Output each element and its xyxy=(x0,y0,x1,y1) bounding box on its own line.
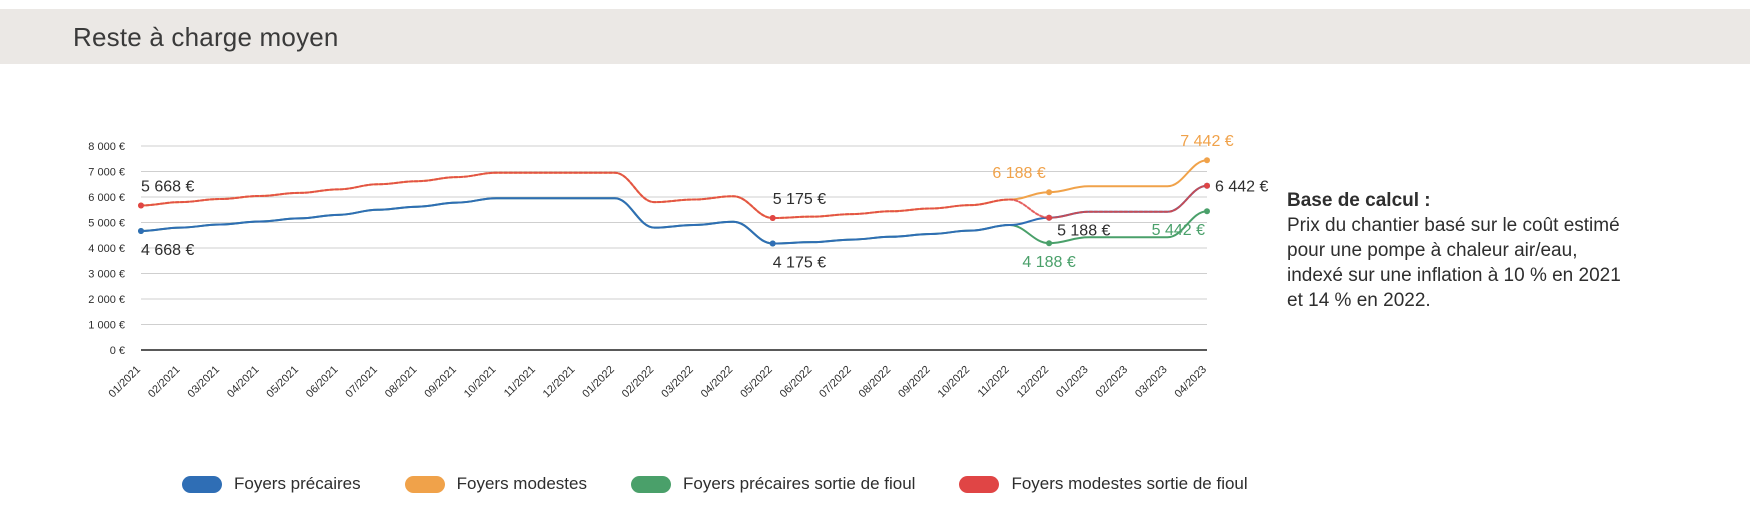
y-tick-label: 0 € xyxy=(110,345,125,357)
data-label: 4 668 € xyxy=(141,242,194,259)
data-label: 5 442 € xyxy=(1152,222,1205,239)
y-tick-label: 8 000 € xyxy=(88,141,125,153)
x-tick-label: 03/2023 xyxy=(1133,364,1170,401)
y-tick-label: 5 000 € xyxy=(88,218,125,230)
x-tick-label: 02/2023 xyxy=(1094,364,1131,401)
data-label: 4 175 € xyxy=(773,255,826,272)
data-label: 6 188 € xyxy=(992,165,1045,182)
page-title: Reste à charge moyen xyxy=(73,22,339,52)
legend-label: Foyers modestes sortie de fioul xyxy=(1011,474,1248,493)
y-tick-label: 4 000 € xyxy=(88,243,125,255)
data-label: 6 442 € xyxy=(1215,179,1268,196)
legend-swatch xyxy=(959,475,1000,493)
x-tick-label: 02/2021 xyxy=(146,364,183,401)
x-tick-label: 06/2022 xyxy=(778,364,815,401)
data-point xyxy=(1204,208,1210,215)
data-point xyxy=(1204,157,1210,164)
x-tick-label: 12/2022 xyxy=(1015,364,1052,401)
legend-item-foyers-precaires[interactable]: Foyers précaires xyxy=(182,474,361,494)
legend-swatch xyxy=(631,475,671,493)
x-tick-label: 04/2022 xyxy=(699,364,736,401)
legend-item-foyers-modestes[interactable]: Foyers modestes xyxy=(404,474,587,494)
x-tick-label: 07/2022 xyxy=(817,364,854,401)
x-tick-label: 10/2021 xyxy=(462,364,499,401)
series-line-0 xyxy=(140,184,1208,245)
legend-label: Foyers modestes xyxy=(456,474,587,493)
x-tick-label: 05/2021 xyxy=(264,364,301,401)
data-point xyxy=(138,227,144,234)
note-line: Prix du chantier basé sur le coût estimé xyxy=(1287,215,1620,236)
note-title: Base de calcul : xyxy=(1287,190,1431,211)
data-label: 4 188 € xyxy=(1022,254,1075,271)
legend-swatch xyxy=(404,475,445,493)
x-tick-label: 07/2021 xyxy=(343,364,380,401)
data-point xyxy=(1046,189,1053,196)
x-tick-label: 02/2022 xyxy=(620,364,657,401)
data-label: 5 175 € xyxy=(773,191,826,208)
x-tick-label: 12/2021 xyxy=(541,364,578,401)
x-tick-label: 03/2022 xyxy=(659,364,696,401)
data-point xyxy=(769,240,776,247)
series-line-2 xyxy=(140,197,1208,245)
data-label: 5 188 € xyxy=(1057,223,1110,240)
x-tick-label: 08/2022 xyxy=(857,364,894,401)
y-tick-label: 6 000 € xyxy=(88,192,125,204)
x-tick-label: 01/2023 xyxy=(1054,364,1091,401)
x-tick-label: 01/2021 xyxy=(107,364,144,401)
x-tick-label: 01/2022 xyxy=(580,364,617,401)
x-tick-label: 04/2023 xyxy=(1173,364,1210,401)
y-tick-label: 3 000 € xyxy=(88,269,125,281)
x-tick-label: 04/2021 xyxy=(225,364,262,401)
x-tick-label: 09/2021 xyxy=(422,364,459,401)
chart-legend: Foyers précaires Foyers modestes Foyers … xyxy=(182,474,1292,494)
note-line: et 14 % en 2022. xyxy=(1287,290,1431,311)
legend-label: Foyers précaires xyxy=(234,474,361,493)
x-tick-label: 08/2021 xyxy=(383,364,420,401)
data-point xyxy=(1046,240,1053,247)
series-line-3 xyxy=(140,171,1208,220)
calculation-note: Base de calcul : Prix du chantier basé s… xyxy=(1287,188,1707,313)
data-point xyxy=(1046,214,1053,221)
x-tick-label: 11/2021 xyxy=(502,364,538,400)
data-point xyxy=(1204,182,1210,189)
x-tick-label: 11/2022 xyxy=(976,364,1012,400)
header-bar: Reste à charge moyen xyxy=(0,9,1750,64)
note-line: pour une pompe à chaleur air/eau, xyxy=(1287,240,1578,261)
data-label: 7 442 € xyxy=(1180,133,1233,150)
note-line: indexé sur une inflation à 10 % en 2021 xyxy=(1287,265,1621,286)
legend-item-foyers-precaires-fioul[interactable]: Foyers précaires sortie de fioul xyxy=(631,474,915,494)
y-tick-label: 1 000 € xyxy=(88,320,125,332)
y-tick-label: 7 000 € xyxy=(88,167,125,179)
legend-label: Foyers précaires sortie de fioul xyxy=(683,474,916,493)
series-line-1 xyxy=(140,159,1208,220)
data-point xyxy=(769,215,776,222)
y-tick-label: 2 000 € xyxy=(88,294,125,306)
x-tick-label: 05/2022 xyxy=(738,364,775,401)
x-tick-label: 06/2021 xyxy=(304,364,341,401)
x-tick-label: 10/2022 xyxy=(936,364,973,401)
data-point xyxy=(138,202,144,209)
legend-swatch xyxy=(182,475,222,493)
x-tick-label: 03/2021 xyxy=(185,364,222,401)
legend-item-foyers-modestes-fioul[interactable]: Foyers modestes sortie de fioul xyxy=(959,474,1248,494)
x-tick-label: 09/2022 xyxy=(896,364,933,401)
data-label: 5 668 € xyxy=(141,178,194,195)
